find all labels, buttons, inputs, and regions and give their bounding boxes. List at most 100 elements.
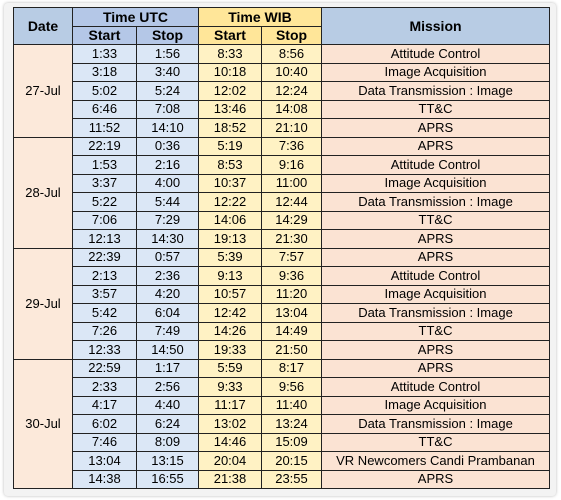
wib-start: 8:53: [198, 155, 262, 175]
utc-stop: 6:04: [136, 303, 199, 323]
mission: APRS: [321, 118, 550, 138]
table-row: 14:38 16:55 21:38 23:55 APRS: [14, 469, 550, 489]
table-row: 13:04 13:15 20:04 20:15 VR Newcomers Candi P…: [14, 451, 550, 471]
mission: Attitude Control: [321, 155, 550, 175]
mission: TT&C: [321, 99, 550, 119]
table-row: 1:53 2:16 8:53 9:16 Attitude Control: [14, 155, 550, 175]
wib-start: 18:52: [198, 118, 262, 138]
wib-stop: 15:09: [261, 432, 322, 452]
wib-start: 9:13: [198, 266, 262, 286]
table-row: 4:17 4:40 11:17 11:40 Image Acquisition: [14, 395, 550, 415]
utc-start: 4:17: [72, 395, 137, 415]
utc-stop: 14:50: [136, 340, 199, 360]
table-row: 30-Jul 22:59 1:17 5:59 8:17 APRS: [13, 358, 550, 489]
wib-start: 21:38: [198, 469, 262, 489]
wib-stop: 7:57: [261, 247, 322, 267]
wib-stop: 14:08: [261, 99, 322, 119]
wib-start: 8:33: [198, 44, 262, 64]
utc-start: 12:33: [72, 340, 137, 360]
wib-start: 14:06: [198, 210, 262, 230]
mission: Data Transmission : Image: [321, 414, 550, 434]
table-row: 3:57 4:20 10:57 11:20 Image Acquisition: [14, 284, 550, 304]
table-row: 2:13 2:36 9:13 9:36 Attitude Control: [14, 266, 550, 286]
wib-start: 10:37: [198, 173, 262, 193]
wib-stop: 12:24: [261, 81, 322, 101]
wib-start: 5:59: [198, 358, 262, 378]
table-row: 28-Jul 22:19 0:36 5:19 7:36 APRS: [13, 136, 550, 249]
utc-stop: 8:09: [136, 432, 199, 452]
table-row: 7:06 7:29 14:06 14:29 TT&C: [14, 210, 550, 230]
wib-start: 20:04: [198, 451, 262, 471]
wib-stop: 21:10: [261, 118, 322, 138]
header-start: Start: [72, 25, 137, 45]
utc-start: 11:52: [72, 118, 137, 138]
wib-start: 12:22: [198, 192, 262, 212]
wib-start: 13:46: [198, 99, 262, 119]
utc-stop: 3:40: [136, 62, 199, 82]
date: 27-Jul: [13, 44, 73, 138]
utc-start: 22:39: [72, 247, 137, 267]
table-row: 5:02 5:24 12:02 12:24 Data Transmission : Im…: [14, 81, 550, 101]
date: 30-Jul: [13, 358, 73, 489]
utc-start: 7:26: [72, 321, 137, 341]
utc-stop: 0:57: [136, 247, 199, 267]
wib-stop: 9:16: [261, 155, 322, 175]
wib-stop: 9:56: [261, 377, 322, 397]
table-row: 3:18 3:40 10:18 10:40 Image Acquisition: [14, 62, 550, 82]
header-stop: Stop: [261, 25, 322, 45]
utc-start: 1:53: [72, 155, 137, 175]
utc-stop: 4:40: [136, 395, 199, 415]
utc-start: 5:42: [72, 303, 137, 323]
utc-stop: 1:17: [136, 358, 199, 378]
header-date: Date: [13, 7, 73, 45]
wib-stop: 12:44: [261, 192, 322, 212]
wib-start: 11:17: [198, 395, 262, 415]
mission: APRS: [321, 229, 550, 249]
table-row: 7:26 7:49 14:26 14:49 TT&C: [14, 321, 550, 341]
utc-start: 13:04: [72, 451, 137, 471]
table-row: 27-Jul 1:33 1:56 8:33 8:56 Attitude Control: [13, 44, 550, 138]
wib-stop: 9:36: [261, 266, 322, 286]
table-row: 3:37 4:00 10:37 11:00 Image Acquisition: [14, 173, 550, 193]
table-row: 29-Jul 22:39 0:57 5:39 7:57 APRS: [13, 247, 550, 360]
screenshot: Date Time UTC Time WIB Mission Start Sto…: [4, 3, 556, 496]
header-time-utc: Time UTC: [72, 7, 199, 27]
utc-stop: 0:36: [136, 136, 199, 156]
wib-stop: 13:04: [261, 303, 322, 323]
date: 28-Jul: [13, 136, 73, 249]
wib-start: 12:02: [198, 81, 262, 101]
utc-start: 5:02: [72, 81, 137, 101]
wib-start: 14:46: [198, 432, 262, 452]
utc-start: 1:33: [72, 44, 137, 64]
utc-stop: 14:10: [136, 118, 199, 138]
table-row: 7:46 8:09 14:46 15:09 TT&C: [14, 432, 550, 452]
utc-stop: 14:30: [136, 229, 199, 249]
mission: Attitude Control: [321, 266, 550, 286]
mission: APRS: [321, 358, 550, 378]
mission: APRS: [321, 136, 550, 156]
wib-start: 14:26: [198, 321, 262, 341]
table-row: 12:13 14:30 19:13 21:30 APRS: [14, 229, 550, 249]
wib-stop: 11:40: [261, 395, 322, 415]
utc-stop: 2:56: [136, 377, 199, 397]
utc-start: 3:37: [72, 173, 137, 193]
wib-start: 12:42: [198, 303, 262, 323]
table-row: 6:46 7:08 13:46 14:08 TT&C: [14, 99, 550, 119]
wib-start: 19:13: [198, 229, 262, 249]
wib-stop: 13:24: [261, 414, 322, 434]
wib-stop: 21:30: [261, 229, 322, 249]
table-row: 11:52 14:10 18:52 21:10 APRS: [14, 118, 550, 138]
utc-stop: 16:55: [136, 469, 199, 489]
utc-stop: 2:36: [136, 266, 199, 286]
mission: Data Transmission : Image: [321, 192, 550, 212]
mission: Data Transmission : Image: [321, 303, 550, 323]
mission: Image Acquisition: [321, 62, 550, 82]
mission: TT&C: [321, 432, 550, 452]
mission: Attitude Control: [321, 377, 550, 397]
wib-start: 10:18: [198, 62, 262, 82]
wib-start: 10:57: [198, 284, 262, 304]
mission: Data Transmission : Image: [321, 81, 550, 101]
utc-stop: 7:49: [136, 321, 199, 341]
table-row: 5:22 5:44 12:22 12:44 Data Transmission : Im…: [14, 192, 550, 212]
wib-stop: 23:55: [261, 469, 322, 489]
